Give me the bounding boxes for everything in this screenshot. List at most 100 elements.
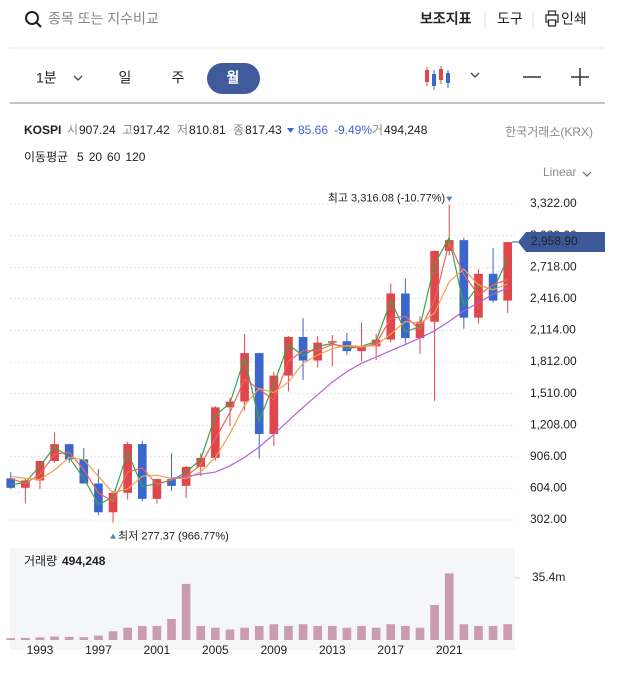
volume-bar xyxy=(211,627,220,640)
volume-bar xyxy=(459,624,469,640)
candle-body xyxy=(6,478,16,488)
symbol: KOSPI xyxy=(24,123,61,137)
change-pct: -9.49% xyxy=(334,123,372,137)
x-tick-label: 2001 xyxy=(144,643,171,657)
volume-bar xyxy=(488,625,498,640)
volume-bar xyxy=(152,625,162,640)
menu-indicators[interactable]: 보조지표 xyxy=(420,11,472,27)
volume-bar xyxy=(313,625,323,640)
chevron[interactable] xyxy=(73,75,83,81)
menu-tools[interactable]: 도구 xyxy=(497,11,523,27)
volume-bar xyxy=(254,625,264,640)
volume-bar xyxy=(123,627,132,640)
x-tick-label: 2009 xyxy=(260,643,287,657)
candle-body xyxy=(503,242,513,301)
volume-bar xyxy=(401,625,410,640)
volume-bar xyxy=(444,573,454,640)
x-tick-label: 1993 xyxy=(27,643,54,657)
scale-label[interactable]: Linear xyxy=(543,165,576,179)
legend-entry: 60 xyxy=(107,150,121,164)
legend-entry: 5 xyxy=(77,150,84,164)
y-tick-label: 2,416.00 xyxy=(530,291,577,305)
volume-bar xyxy=(21,637,30,640)
ma-line xyxy=(171,287,508,479)
candle-body xyxy=(488,273,498,301)
field-value: 917.42 xyxy=(133,123,170,137)
high-annotation: 최고 3,316.08 (-10.77%) xyxy=(328,192,445,205)
y-tick-label: 2,718.00 xyxy=(530,259,577,273)
field-value: 817.43 xyxy=(245,123,282,137)
chevron[interactable] xyxy=(582,171,592,177)
candle-body xyxy=(152,479,162,499)
last-price-label: 2,958.90 xyxy=(531,234,578,248)
period-tab[interactable]: 1분 xyxy=(36,70,57,86)
volume-bar xyxy=(196,625,206,640)
x-tick-label: 1997 xyxy=(85,643,112,657)
legend-entry: 120 xyxy=(125,150,145,164)
candle-body xyxy=(386,293,396,340)
volume-bar xyxy=(503,624,513,640)
menu-print[interactable]: 인쇄 xyxy=(561,11,587,27)
field-value: 907.24 xyxy=(79,123,116,137)
legend-entry: 20 xyxy=(89,150,103,164)
y-tick-label: 3,322.00 xyxy=(530,196,577,210)
volume-bar xyxy=(357,625,366,640)
search-placeholder[interactable]: 종목 또는 지수비교 xyxy=(48,11,159,27)
volume-bar xyxy=(167,618,176,640)
chart-type-icon[interactable] xyxy=(425,66,450,90)
y-tick-label: 604.00 xyxy=(530,481,567,495)
x-tick-label: 2013 xyxy=(319,643,346,657)
low-annotation: 최저 277.37 (966.77%) xyxy=(118,530,229,543)
volume-bar xyxy=(6,638,16,640)
candle-body xyxy=(284,336,293,376)
candle-body xyxy=(313,342,323,361)
field-label: 시 xyxy=(67,123,78,137)
period-tab[interactable]: 주 xyxy=(172,70,185,86)
y-tick-label: 1,510.00 xyxy=(530,386,577,400)
zoom-in[interactable] xyxy=(571,68,589,86)
volume-bar xyxy=(64,636,74,640)
candle-body xyxy=(123,444,132,493)
candle-body xyxy=(254,353,264,434)
period-tab-label[interactable]: 월 xyxy=(227,70,240,86)
y-tick-label: 302.00 xyxy=(530,512,567,526)
candle-body xyxy=(298,336,308,361)
candle-body xyxy=(430,250,439,322)
y-tick-label: 35.4m xyxy=(532,570,565,584)
volume-bar xyxy=(225,629,235,640)
y-tick-label: 1,812.00 xyxy=(530,354,577,368)
candle-body xyxy=(211,407,220,458)
field-label: 저 xyxy=(177,123,188,137)
x-tick-label: 2005 xyxy=(202,643,229,657)
candle-body xyxy=(108,492,118,513)
field-value: 494,248 xyxy=(384,123,428,137)
volume-bar xyxy=(371,627,381,640)
candle-body xyxy=(137,444,147,499)
volume-bar xyxy=(35,637,45,640)
candle-body xyxy=(327,341,337,343)
low-marker xyxy=(110,533,117,539)
volume-bar xyxy=(474,625,483,640)
candle-body xyxy=(240,353,249,402)
field-label: 거 xyxy=(372,123,383,137)
volume-title: 거래량 xyxy=(24,554,57,568)
candle-body xyxy=(35,460,45,481)
print-icon[interactable] xyxy=(545,10,559,27)
ma-line xyxy=(10,268,508,494)
candle-body xyxy=(50,444,59,461)
volume-bar xyxy=(342,627,352,640)
search-icon[interactable] xyxy=(25,11,42,28)
volume-bar xyxy=(298,624,308,640)
volume-bar xyxy=(137,625,147,640)
y-tick-label: 906.00 xyxy=(530,449,567,463)
chevron[interactable] xyxy=(470,72,480,78)
last-price-tag xyxy=(518,231,605,252)
volume-bar xyxy=(430,604,439,640)
period-tab[interactable]: 일 xyxy=(119,70,132,86)
volume-bar xyxy=(415,627,425,640)
period-tab-selected[interactable] xyxy=(207,63,260,94)
volume-bar xyxy=(284,625,293,640)
field-value: 810.81 xyxy=(189,123,226,137)
x-tick-label: 2017 xyxy=(377,643,404,657)
